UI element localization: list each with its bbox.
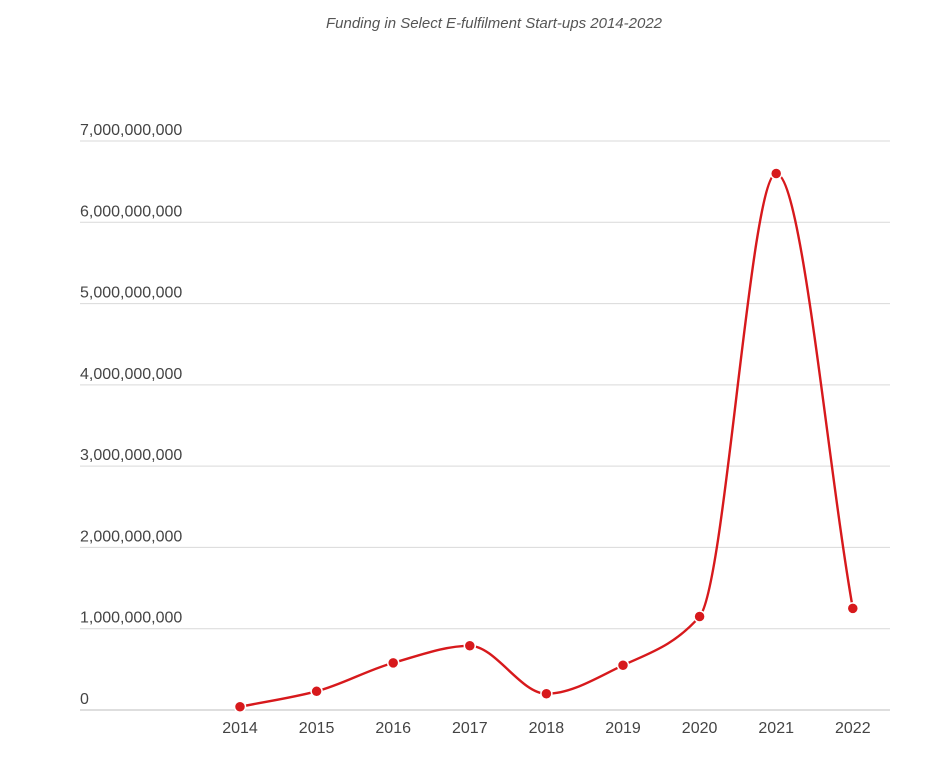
y-tick-label: 2,000,000,000	[80, 528, 182, 545]
y-tick-label: 0	[80, 691, 89, 708]
x-tick-label: 2015	[299, 720, 335, 737]
data-point-2019	[616, 659, 630, 672]
x-tick-label: 2022	[835, 720, 871, 737]
y-axis-tick-labels: 0 1,000,000,000 2,000,000,000 3,000,000,000…	[80, 122, 182, 708]
y-tick-label: 4,000,000,000	[80, 366, 182, 383]
x-tick-label: 2018	[529, 720, 565, 737]
x-tick-label: 2014	[222, 720, 258, 737]
data-point-2020	[693, 610, 706, 623]
data-point-2017	[463, 639, 477, 653]
data-point-2014	[233, 700, 247, 713]
x-tick-label: 2019	[605, 720, 641, 737]
x-tick-label: 2016	[375, 720, 411, 737]
gridlines	[80, 140, 890, 711]
data-point-2015	[310, 685, 323, 698]
y-tick-label: 1,000,000,000	[80, 610, 182, 627]
y-tick-label: 6,000,000,000	[80, 203, 182, 220]
y-tick-label: 5,000,000,000	[80, 285, 182, 302]
data-point-2018	[540, 687, 553, 700]
x-tick-label: 2021	[758, 720, 794, 737]
x-axis-tick-labels: 2014 2015 2016 2017 2018 2019 2020 2021 2022	[222, 720, 870, 737]
y-tick-label: 7,000,000,000	[80, 122, 182, 139]
chart-title: Funding in Select E-fulfilment Start-ups…	[325, 15, 663, 32]
data-point-2022	[846, 602, 860, 615]
data-point-2016	[386, 656, 400, 670]
data-points	[233, 167, 860, 713]
data-point-2021	[769, 167, 783, 180]
x-tick-label: 2017	[452, 720, 488, 737]
x-tick-label: 2020	[682, 720, 718, 737]
y-tick-label: 3,000,000,000	[80, 447, 182, 464]
series-line	[239, 172, 854, 708]
